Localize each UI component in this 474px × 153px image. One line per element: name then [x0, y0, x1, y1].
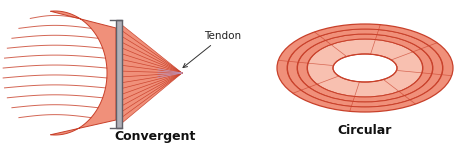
Ellipse shape	[307, 39, 423, 97]
Polygon shape	[122, 25, 182, 123]
Ellipse shape	[308, 39, 422, 97]
Ellipse shape	[277, 24, 453, 112]
Ellipse shape	[287, 29, 443, 107]
Ellipse shape	[298, 34, 432, 101]
Text: Circular: Circular	[338, 124, 392, 137]
Text: Tendon: Tendon	[183, 31, 241, 68]
Ellipse shape	[288, 30, 442, 106]
Text: Convergent: Convergent	[114, 130, 196, 143]
Polygon shape	[50, 11, 116, 135]
Ellipse shape	[333, 54, 397, 82]
Ellipse shape	[297, 34, 433, 102]
Polygon shape	[116, 20, 122, 128]
